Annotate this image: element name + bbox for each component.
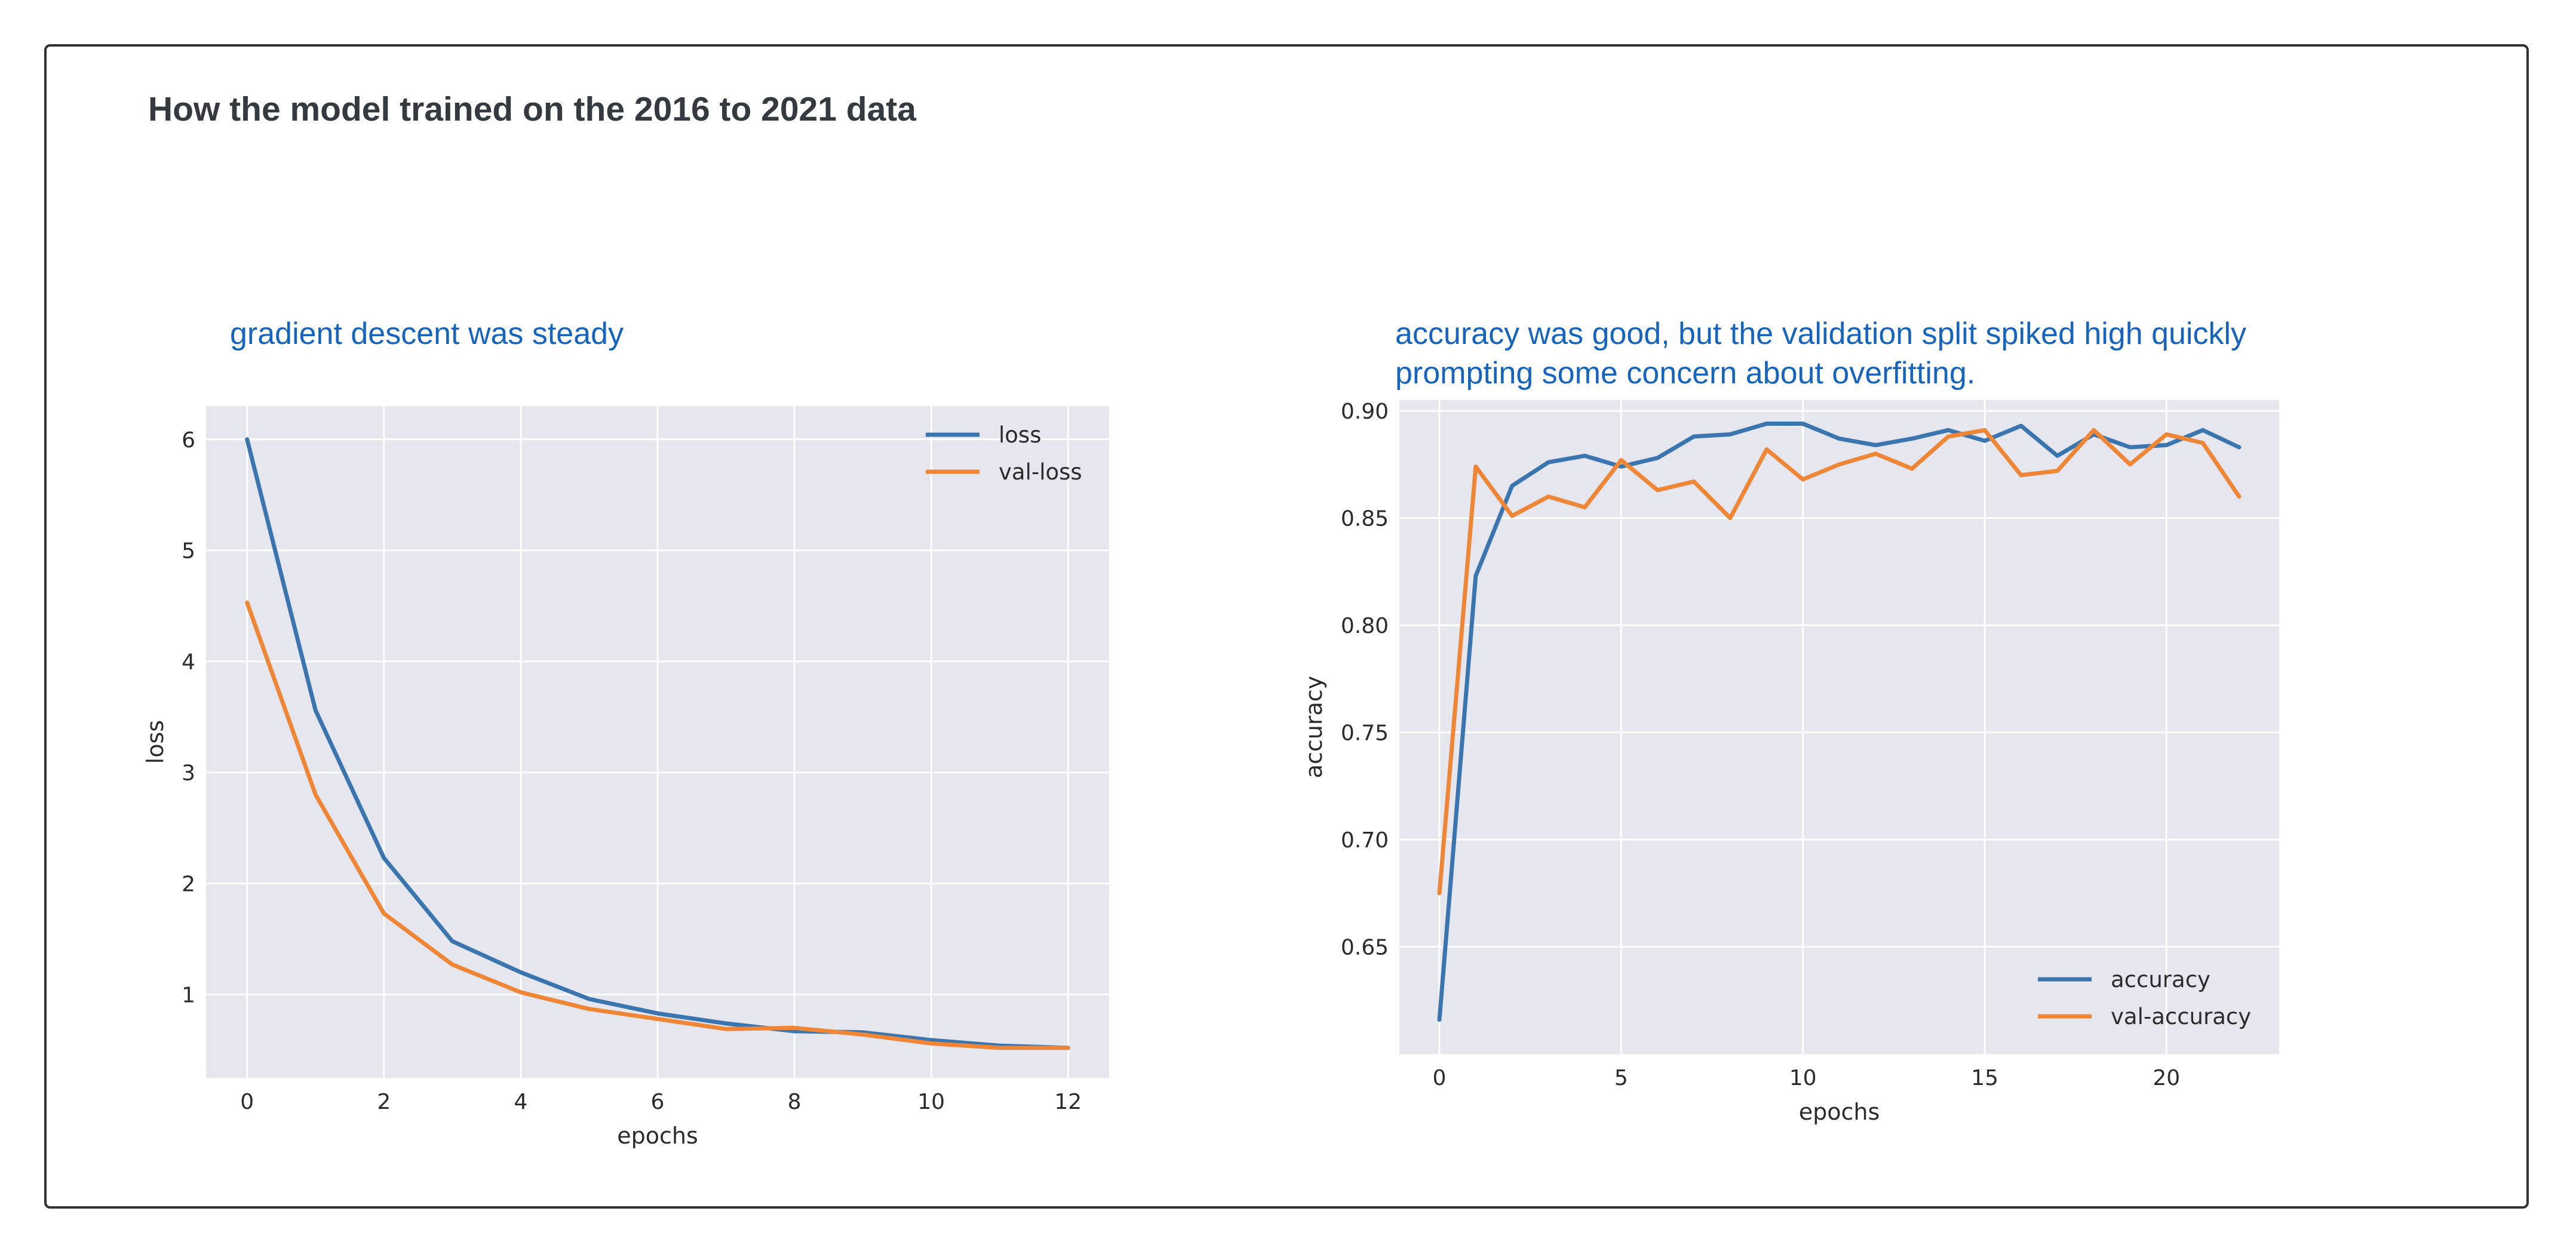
loss-x-tick-label: 12 (1054, 1090, 1082, 1114)
page-title: How the model trained on the 2016 to 202… (148, 90, 916, 128)
loss-x-tick-label: 10 (917, 1090, 945, 1114)
accuracy-legend-label: val-accuracy (2111, 1004, 2251, 1029)
loss-y-tick-label: 1 (182, 983, 195, 1008)
accuracy-series-val-accuracy-line (1437, 428, 2242, 896)
loss-chart-caption: gradient descent was steady (230, 316, 624, 351)
accuracy-x-tick-label: 20 (2153, 1066, 2180, 1090)
loss-y-tick-label: 2 (182, 872, 195, 897)
loss-y-tick-label: 6 (182, 428, 195, 453)
loss-series-loss-line (245, 437, 1070, 1050)
accuracy-y-tick-label: 0.90 (1341, 399, 1389, 424)
accuracy-x-tick-label: 0 (1433, 1066, 1447, 1090)
loss-x-axis-label: epochs (617, 1123, 698, 1149)
loss-series-val-loss-line (245, 600, 1070, 1050)
loss-x-tick-label: 6 (651, 1090, 665, 1114)
accuracy-chart-caption: accuracy was good, but the validation sp… (1395, 316, 2247, 391)
accuracy-y-axis-label: accuracy (1301, 676, 1327, 778)
loss-x-tick-label: 4 (514, 1090, 527, 1114)
accuracy-series-accuracy-line (1437, 422, 2242, 1022)
loss-x-tick-label: 0 (240, 1090, 254, 1114)
accuracy-y-tick-label: 0.85 (1341, 506, 1389, 531)
loss-x-tick-label: 8 (788, 1090, 802, 1114)
loss-y-tick-label: 5 (182, 539, 195, 564)
accuracy-x-axis-label: epochs (1799, 1099, 1880, 1125)
loss-legend-label: loss (999, 422, 1041, 448)
accuracy-y-tick-label: 0.75 (1341, 721, 1389, 745)
loss-x-tick-label: 2 (377, 1090, 391, 1114)
loss-y-tick-label: 4 (182, 650, 195, 675)
accuracy-y-tick-label: 0.70 (1341, 828, 1389, 853)
loss-legend-label: val-loss (999, 459, 1082, 485)
accuracy-y-tick-label: 0.65 (1341, 935, 1389, 960)
accuracy-legend-label: accuracy (2111, 967, 2210, 992)
accuracy-x-tick-label: 15 (1971, 1066, 1998, 1090)
accuracy-chart: 0 5 10 15 20 0.65 0.70 0.75 0.80 0.85 0.90 epochs ac… (1301, 399, 2279, 1125)
accuracy-plot-area (1399, 400, 2279, 1054)
loss-y-axis-label: loss (142, 720, 168, 764)
accuracy-x-tick-label: 5 (1614, 1066, 1628, 1090)
loss-y-tick-label: 3 (182, 761, 195, 786)
accuracy-y-tick-label: 0.80 (1341, 614, 1389, 638)
accuracy-x-tick-label: 10 (1789, 1066, 1817, 1090)
